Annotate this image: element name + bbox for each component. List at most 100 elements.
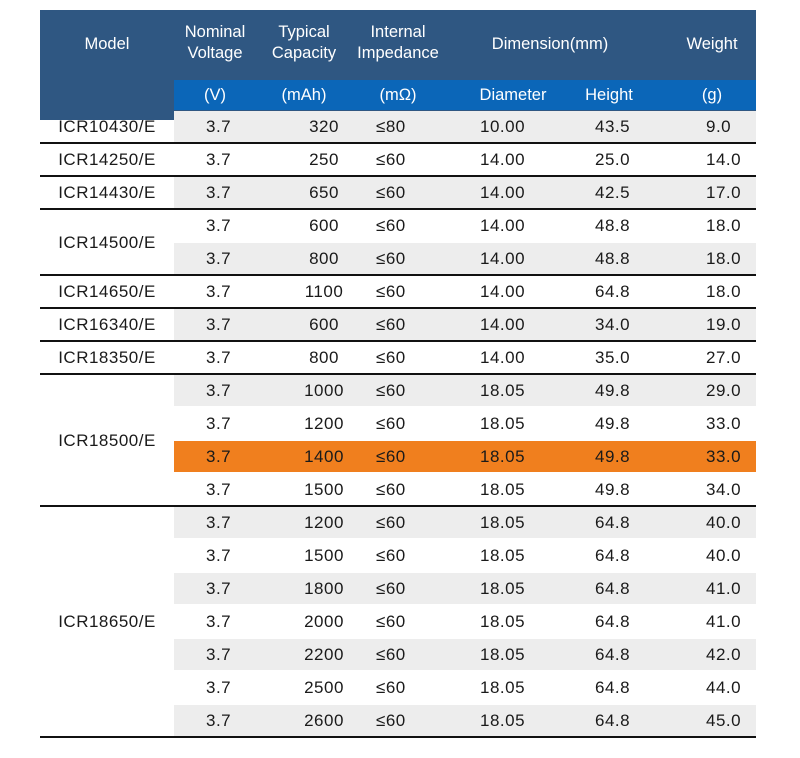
header-weight: Weight bbox=[686, 35, 738, 53]
cell-impedance: ≤60 bbox=[376, 711, 406, 730]
cell-capacity: 1500 bbox=[304, 480, 344, 499]
cell-height: 34.0 bbox=[595, 315, 631, 334]
cell-height: 42.5 bbox=[595, 183, 631, 202]
header-voltage-line2: Voltage bbox=[187, 44, 243, 62]
cell-weight: 14.0 bbox=[706, 150, 742, 169]
cell-diameter: 18.05 bbox=[480, 711, 526, 730]
unit-height: Height bbox=[585, 86, 633, 104]
cell-impedance: ≤60 bbox=[376, 612, 406, 631]
cell-weight: 27.0 bbox=[706, 348, 742, 367]
table-row: 3.7 250 ≤60 14.00 25.0 14.0 bbox=[40, 143, 756, 176]
cell-voltage: 3.7 bbox=[206, 513, 232, 532]
header-model: Model bbox=[84, 35, 130, 53]
table-row: 3.7 650 ≤60 14.00 42.5 17.0 bbox=[40, 176, 756, 209]
cell-height: 64.8 bbox=[595, 579, 631, 598]
table-row: 3.7 2000 ≤60 18.05 64.8 41.0 bbox=[40, 605, 756, 638]
cell-voltage: 3.7 bbox=[206, 612, 232, 631]
cell-voltage: 3.7 bbox=[206, 216, 232, 235]
row-background bbox=[174, 111, 756, 142]
table-row: 3.7 600 ≤60 14.00 34.0 19.0 bbox=[40, 308, 756, 341]
cell-capacity: 1200 bbox=[304, 414, 344, 433]
group-divider bbox=[40, 307, 756, 309]
cell-height: 64.8 bbox=[595, 645, 631, 664]
group-divider bbox=[40, 142, 756, 144]
cell-voltage: 3.7 bbox=[206, 381, 232, 400]
cell-diameter: 14.00 bbox=[480, 216, 526, 235]
cell-height: 64.8 bbox=[595, 612, 631, 631]
cell-impedance: ≤60 bbox=[376, 216, 406, 235]
cell-voltage: 3.7 bbox=[206, 711, 232, 730]
cell-voltage: 3.7 bbox=[206, 414, 232, 433]
cell-diameter: 14.00 bbox=[480, 249, 526, 268]
group-divider bbox=[40, 736, 756, 738]
cell-capacity: 800 bbox=[309, 348, 339, 367]
cell-diameter: 18.05 bbox=[480, 513, 526, 532]
model-label: ICR18650/E bbox=[58, 612, 156, 631]
cell-voltage: 3.7 bbox=[206, 447, 232, 466]
cell-weight: 42.0 bbox=[706, 645, 742, 664]
cell-weight: 18.0 bbox=[706, 282, 742, 301]
header-impedance: Internal Impedance bbox=[352, 22, 444, 64]
cell-voltage: 3.7 bbox=[206, 117, 232, 136]
cell-impedance: ≤60 bbox=[376, 381, 406, 400]
table-row: 3.7 1500 ≤60 18.05 49.8 34.0 bbox=[40, 473, 756, 506]
cell-diameter: 18.05 bbox=[480, 480, 526, 499]
header-capacity-line1: Typical bbox=[278, 23, 330, 41]
cell-voltage: 3.7 bbox=[206, 249, 232, 268]
cell-impedance: ≤60 bbox=[376, 480, 406, 499]
cell-voltage: 3.7 bbox=[206, 150, 232, 169]
table-row: 3.7 1100 ≤60 14.00 64.8 18.0 bbox=[40, 275, 756, 308]
cell-diameter: 18.05 bbox=[480, 414, 526, 433]
cell-voltage: 3.7 bbox=[206, 183, 232, 202]
cell-weight: 33.0 bbox=[706, 447, 742, 466]
header-impedance-line1: Internal bbox=[370, 23, 426, 41]
table-row: 3.7 1200 ≤60 18.05 64.8 40.0 bbox=[40, 506, 756, 539]
group-divider bbox=[40, 175, 756, 177]
header-capacity: Typical Capacity bbox=[256, 22, 352, 64]
cell-height: 49.8 bbox=[595, 480, 631, 499]
cell-capacity: 1100 bbox=[304, 282, 344, 301]
model-label: ICR14430/E bbox=[58, 183, 156, 202]
cell-diameter: 14.00 bbox=[480, 183, 526, 202]
cell-weight: 40.0 bbox=[706, 513, 742, 532]
cell-height: 49.8 bbox=[595, 414, 631, 433]
cell-diameter: 14.00 bbox=[480, 150, 526, 169]
model-label: ICR14500/E bbox=[58, 232, 156, 252]
unit-voltage: (V) bbox=[204, 86, 226, 104]
cell-weight: 29.0 bbox=[706, 381, 742, 400]
cell-impedance: ≤60 bbox=[376, 678, 406, 697]
row-background bbox=[174, 639, 756, 670]
cell-impedance: ≤60 bbox=[376, 183, 406, 202]
cell-height: 48.8 bbox=[595, 216, 631, 235]
cell-weight: 9.0 bbox=[706, 117, 732, 136]
group-divider bbox=[40, 208, 756, 210]
cell-impedance: ≤60 bbox=[376, 150, 406, 169]
row-background bbox=[174, 243, 756, 274]
cell-capacity: 1500 bbox=[304, 546, 344, 565]
cell-height: 64.8 bbox=[595, 711, 631, 730]
cell-capacity: 2200 bbox=[304, 645, 344, 664]
header-capacity-line2: Capacity bbox=[271, 44, 337, 62]
header-dimension: Dimension(mm) bbox=[491, 35, 609, 53]
group-divider bbox=[40, 505, 756, 507]
cell-weight: 41.0 bbox=[706, 612, 742, 631]
model-label: ICR14250/E bbox=[58, 150, 156, 169]
cell-capacity: 1000 bbox=[304, 381, 344, 400]
cell-capacity: 600 bbox=[309, 216, 339, 235]
cell-diameter: 18.05 bbox=[480, 678, 526, 697]
cell-impedance: ≤60 bbox=[376, 447, 406, 466]
cell-diameter: 14.00 bbox=[480, 348, 526, 367]
cell-impedance: ≤80 bbox=[376, 117, 406, 136]
group-divider bbox=[40, 274, 756, 276]
cell-weight: 45.0 bbox=[706, 711, 742, 730]
table-row: 3.7 800 ≤60 14.00 35.0 27.0 bbox=[40, 341, 756, 374]
cell-weight: 18.0 bbox=[706, 216, 742, 235]
table-row: 3.7 1800 ≤60 18.05 64.8 41.0 bbox=[40, 572, 756, 605]
cell-height: 64.8 bbox=[595, 678, 631, 697]
units-band bbox=[174, 80, 756, 110]
table-row: 3.7 2200 ≤60 18.05 64.8 42.0 bbox=[40, 638, 756, 671]
table-row: 3.7 1000 ≤60 18.05 49.8 29.0 bbox=[40, 374, 756, 407]
cell-capacity: 600 bbox=[309, 315, 339, 334]
cell-capacity: 320 bbox=[309, 117, 339, 136]
cell-capacity: 800 bbox=[309, 249, 339, 268]
